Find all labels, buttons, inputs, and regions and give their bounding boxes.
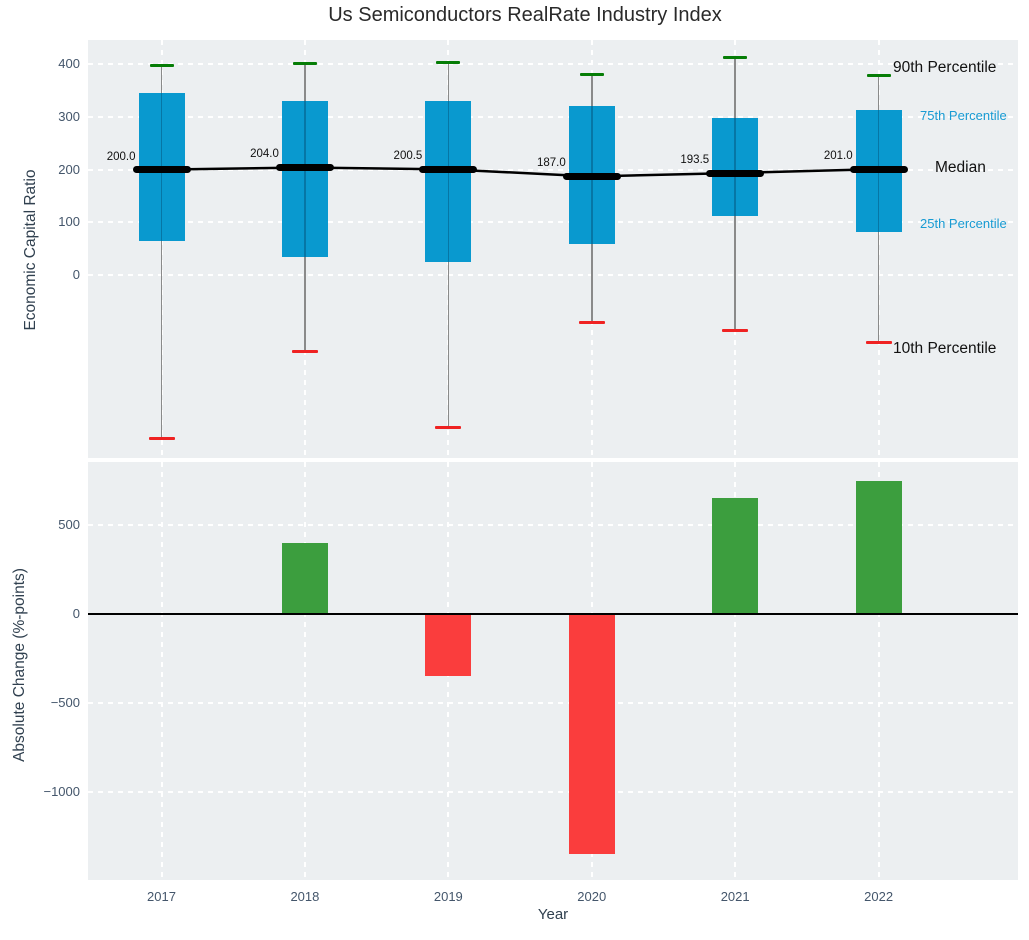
median-value-label: 204.0	[250, 148, 279, 161]
y-tick-label: −1000	[43, 784, 80, 799]
whisker-through-box	[304, 100, 306, 258]
change-bar-positive	[712, 498, 759, 614]
y-tick-label: 0	[72, 606, 80, 621]
x-tick-label: 2021	[720, 889, 750, 904]
10th-percentile-cap	[578, 321, 605, 325]
median-line-segment	[706, 169, 765, 177]
y-tick-label: 400	[58, 56, 80, 72]
gridline-horizontal	[88, 274, 1018, 276]
90th-percentile-cap	[292, 61, 317, 65]
y-tick-label: 300	[58, 108, 80, 124]
gridline-vertical	[734, 462, 737, 880]
gridline-horizontal	[88, 168, 1018, 171]
gridline-horizontal	[88, 791, 1018, 793]
median-line-segment	[132, 166, 191, 174]
gridline-horizontal	[88, 702, 1018, 704]
gridline-horizontal	[88, 63, 1018, 66]
annotation-90th-percentile: 90th Percentile	[893, 59, 997, 76]
median-line-segment	[419, 165, 478, 173]
gridline-horizontal	[88, 524, 1018, 526]
y-tick-label: 0	[72, 267, 80, 282]
percentile-plot-area: 200.0 204.0 200.5 187.0 193.5 201.0	[88, 40, 1018, 458]
median-line-segment	[849, 165, 908, 173]
y-tick-label: −500	[50, 695, 80, 710]
percentile-box	[425, 100, 472, 262]
x-tick-label: 2019	[433, 889, 463, 904]
10th-percentile-cap	[148, 437, 175, 441]
gridline-horizontal	[88, 115, 1018, 118]
median-connector-line	[161, 166, 879, 178]
change-bar-plot-area	[88, 462, 1018, 880]
median-line-segment	[562, 172, 621, 180]
median-value-label: 201.0	[823, 150, 853, 163]
y-tick-label: 500	[58, 517, 80, 532]
change-bar-positive	[281, 542, 328, 614]
gridline-horizontal	[88, 221, 1018, 224]
median-value-label: 187.0	[536, 157, 566, 170]
annotation-median: Median	[935, 159, 986, 176]
y-axis-label-top: Economic Capital Ratio	[22, 169, 39, 331]
percentile-box	[712, 118, 759, 216]
y-tick-label: 200	[58, 161, 80, 177]
whisker-through-box	[734, 118, 736, 216]
change-bar-positive	[855, 480, 902, 614]
percentile-box	[281, 100, 328, 258]
10th-percentile-cap	[722, 329, 749, 333]
change-bar-negative	[425, 614, 472, 677]
change-bar-negative	[568, 614, 615, 855]
gridline-vertical	[877, 462, 880, 880]
90th-percentile-cap	[149, 63, 174, 67]
median-value-label: 200.5	[393, 150, 423, 163]
y-tick-label: 100	[58, 214, 80, 230]
y-axis-label-bottom: Absolute Change (%-points)	[11, 568, 28, 762]
90th-percentile-cap	[579, 72, 604, 76]
90th-percentile-cap	[723, 56, 748, 60]
x-tick-label: 2022	[864, 889, 894, 904]
x-tick-label: 2017	[147, 889, 176, 904]
gridline-vertical	[160, 462, 163, 880]
90th-percentile-cap	[866, 73, 891, 77]
median-line-segment	[275, 163, 334, 171]
x-tick-label: 2018	[290, 889, 320, 904]
median-value-label: 200.0	[106, 150, 136, 163]
zero-axis-line	[88, 613, 1018, 615]
x-axis-label: Year	[537, 906, 569, 923]
annotation-10th-percentile: 10th Percentile	[893, 340, 997, 357]
gridline-vertical	[303, 462, 306, 880]
whisker-line	[160, 65, 163, 439]
whisker-through-box	[447, 100, 450, 262]
annotation-75th-percentile: 75th Percentile	[920, 108, 1007, 123]
10th-percentile-cap	[291, 350, 318, 354]
90th-percentile-cap	[436, 61, 461, 65]
10th-percentile-cap	[865, 340, 892, 344]
chart-title: Us Semiconductors RealRate Industry Inde…	[328, 4, 722, 26]
x-tick-label: 2020	[577, 889, 607, 904]
10th-percentile-cap	[435, 426, 462, 430]
annotation-25th-percentile: 25th Percentile	[920, 216, 1007, 231]
median-value-label: 193.5	[680, 154, 710, 167]
